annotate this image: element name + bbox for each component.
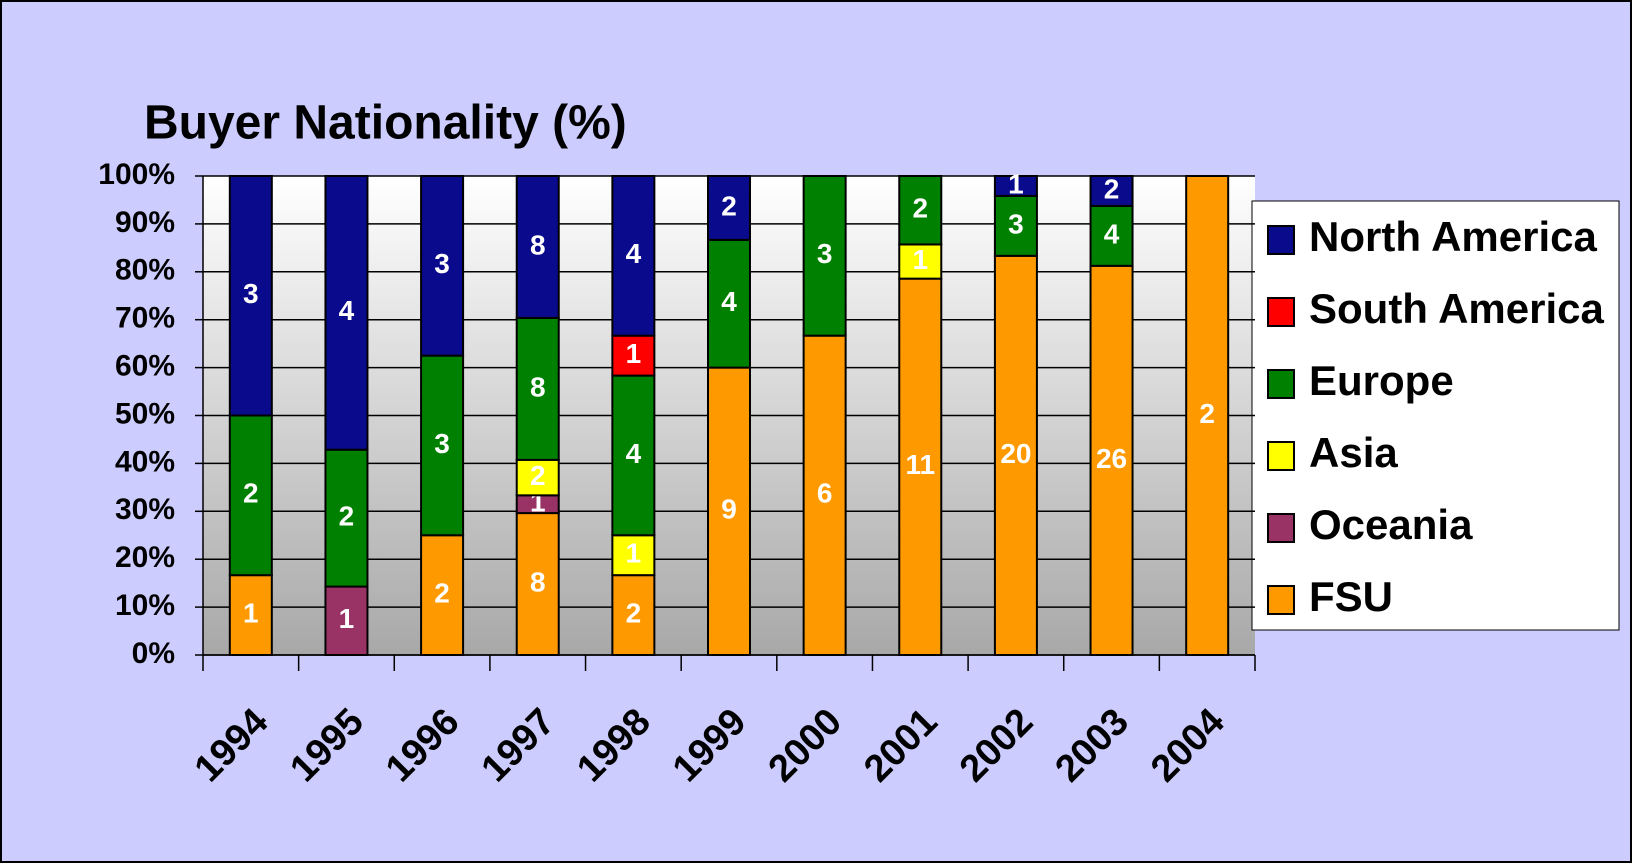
data-label: 2 bbox=[626, 597, 642, 628]
bar-segment bbox=[1089, 264, 1134, 656]
data-label: 2 bbox=[721, 190, 737, 221]
y-tick-label: 90% bbox=[115, 206, 175, 239]
legend-label: FSU bbox=[1309, 573, 1393, 620]
bar-segment bbox=[611, 175, 656, 337]
bar-segment bbox=[1185, 175, 1230, 656]
bar-segment bbox=[707, 238, 751, 369]
legend-label: Asia bbox=[1309, 429, 1398, 476]
data-label: 1 bbox=[1008, 168, 1024, 199]
y-tick-label: 50% bbox=[115, 397, 175, 430]
data-label: 2 bbox=[912, 193, 928, 224]
legend-swatch bbox=[1267, 225, 1295, 255]
bar-segment bbox=[611, 534, 656, 577]
data-label: 3 bbox=[243, 278, 259, 309]
data-label: 2 bbox=[434, 578, 450, 609]
bar-segment bbox=[515, 458, 560, 497]
y-tick-label: 20% bbox=[115, 541, 175, 574]
bar-segment bbox=[611, 334, 656, 377]
data-label: 2 bbox=[1104, 173, 1120, 204]
bar-segment bbox=[611, 374, 656, 537]
bar-segment bbox=[993, 175, 1038, 197]
data-label: 4 bbox=[721, 286, 737, 317]
bar-segment bbox=[228, 414, 273, 577]
legend-swatch bbox=[1267, 585, 1295, 615]
bar-segment bbox=[228, 175, 273, 417]
data-label: 4 bbox=[626, 438, 642, 469]
y-tick-label: 100% bbox=[98, 158, 175, 191]
legend-swatch bbox=[1267, 513, 1295, 543]
data-label: 1 bbox=[243, 597, 259, 628]
data-label: 20 bbox=[1000, 438, 1031, 469]
data-label: 4 bbox=[626, 238, 642, 269]
bar-segment bbox=[802, 334, 847, 656]
bar-segment bbox=[802, 175, 847, 337]
legend-label: Oceania bbox=[1309, 501, 1473, 548]
bar-segment bbox=[515, 175, 560, 319]
data-label: 1 bbox=[912, 244, 928, 275]
y-tick-label: 0% bbox=[132, 637, 175, 670]
bar-segment bbox=[515, 316, 560, 461]
legend-label: North America bbox=[1309, 213, 1597, 260]
data-label: 3 bbox=[434, 248, 450, 279]
legend-swatch bbox=[1267, 297, 1295, 327]
bar-segment bbox=[228, 574, 273, 657]
bar-segment bbox=[420, 534, 465, 656]
data-label: 2 bbox=[1199, 398, 1215, 429]
y-tick-label: 60% bbox=[115, 350, 175, 383]
y-tick-label: 10% bbox=[115, 589, 175, 622]
data-label: 3 bbox=[1008, 208, 1024, 239]
data-label: 3 bbox=[817, 238, 833, 269]
bar-segment bbox=[993, 254, 1038, 656]
data-label: 1 bbox=[626, 538, 642, 569]
data-label: 2 bbox=[243, 478, 259, 509]
data-label: 8 bbox=[530, 229, 546, 260]
data-label: 2 bbox=[339, 501, 355, 532]
data-label: 26 bbox=[1096, 443, 1127, 474]
data-label: 9 bbox=[721, 494, 737, 525]
legend-swatch bbox=[1267, 369, 1295, 399]
bar-segment bbox=[898, 175, 943, 246]
bar-segment bbox=[420, 354, 465, 537]
legend bbox=[1251, 200, 1620, 631]
bar-segment bbox=[420, 175, 465, 357]
y-tick-label: 70% bbox=[115, 302, 175, 335]
chart-title: Buyer Nationality (%) bbox=[144, 97, 627, 150]
data-label: 1 bbox=[626, 338, 642, 369]
y-tick-label: 40% bbox=[115, 445, 175, 478]
bar-segment bbox=[898, 243, 943, 280]
data-label: 6 bbox=[817, 478, 833, 509]
bar-segment bbox=[324, 175, 369, 451]
data-label: 11 bbox=[905, 449, 935, 480]
bar-segment bbox=[324, 448, 369, 588]
bar-segment bbox=[707, 175, 751, 241]
legend-label: Europe bbox=[1309, 357, 1454, 404]
data-label: 1 bbox=[339, 603, 355, 634]
y-tick-label: 80% bbox=[115, 254, 175, 287]
legend-swatch bbox=[1267, 441, 1295, 471]
data-label: 8 bbox=[530, 371, 546, 402]
bar-segment bbox=[1089, 204, 1134, 267]
data-label: 2 bbox=[530, 460, 546, 491]
data-label: 4 bbox=[339, 295, 355, 326]
data-label: 3 bbox=[434, 428, 450, 459]
data-label: 4 bbox=[1104, 218, 1120, 249]
data-label: 8 bbox=[530, 566, 546, 597]
y-tick-label: 30% bbox=[115, 493, 175, 526]
legend-label: South America bbox=[1309, 285, 1604, 332]
bar-segment bbox=[324, 585, 369, 656]
bar-segment bbox=[1089, 175, 1134, 207]
